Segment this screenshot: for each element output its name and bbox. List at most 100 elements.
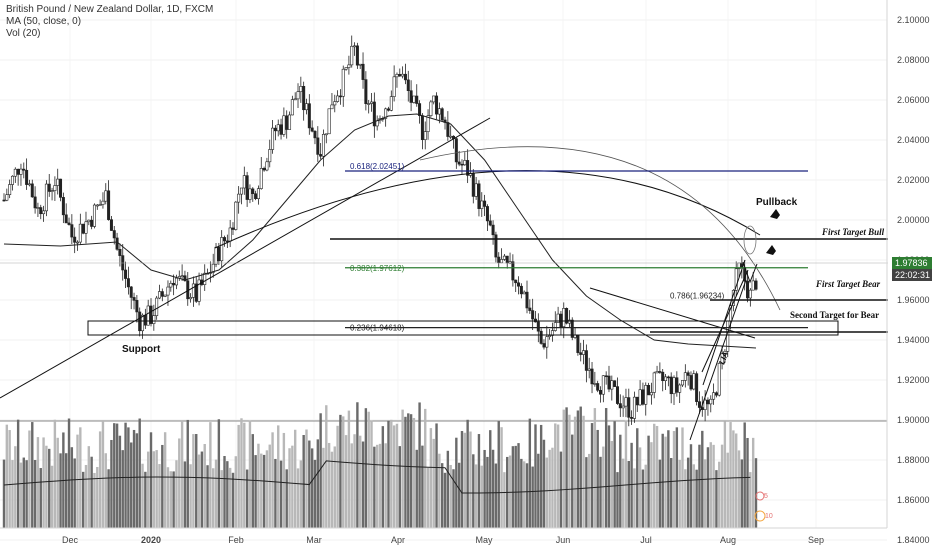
- candle-body: [604, 375, 608, 378]
- volume-bar: [251, 434, 254, 528]
- drawings: 0.618(2.02451) 0.382(1.97612) 0.236(1.9461…: [0, 117, 888, 522]
- candle-body: [384, 108, 388, 119]
- lia-label: LIA: [717, 350, 730, 365]
- volume-bar: [98, 431, 102, 528]
- pullback-arrow: [742, 261, 758, 284]
- volume-bar: [254, 455, 257, 528]
- volume-bar: [525, 463, 529, 528]
- candle-body: [661, 371, 665, 382]
- volume-bar: [706, 447, 710, 528]
- volume-bar: [121, 450, 124, 528]
- candle-body: [350, 45, 354, 66]
- volume-bar: [274, 458, 277, 528]
- candle-body: [180, 275, 184, 278]
- candle-body: [576, 334, 580, 353]
- candle-body: [22, 168, 26, 171]
- volume-bar: [692, 464, 696, 528]
- candle-body: [59, 178, 63, 198]
- volume-bar: [715, 470, 718, 528]
- volume-trendline: [689, 279, 747, 441]
- candle-body: [641, 389, 645, 405]
- candle-body: [686, 372, 690, 376]
- volume-bar: [398, 446, 401, 528]
- volume-bar: [390, 419, 393, 528]
- volume-bar: [455, 437, 458, 528]
- candle-body: [166, 286, 170, 296]
- volume-bar: [712, 444, 715, 528]
- candle-body: [16, 168, 20, 175]
- candle-body: [423, 131, 427, 140]
- fib-label-0618: 0.618(2.02451): [350, 162, 405, 171]
- fib-label-0382: 0.382(1.97612): [350, 264, 405, 273]
- candle-body: [290, 99, 294, 116]
- volume-bar: [508, 455, 512, 528]
- volume-bar: [79, 427, 82, 528]
- volume-bar: [378, 443, 382, 528]
- volume-bar: [401, 409, 404, 528]
- volume-bar: [19, 462, 23, 528]
- candle-body: [152, 315, 156, 324]
- candle-body: [435, 95, 439, 115]
- volume-bar: [751, 437, 755, 528]
- volume-bar: [302, 435, 305, 528]
- fib-label-0236: 0.236(1.94618): [350, 324, 405, 333]
- candle-body: [531, 310, 535, 320]
- candle-body: [613, 380, 617, 387]
- volume-bar: [316, 439, 320, 528]
- volume-bar: [118, 435, 122, 528]
- candle-body: [64, 214, 68, 224]
- candle-body: [392, 76, 396, 97]
- volume-bar: [732, 430, 735, 528]
- candle-body: [124, 269, 128, 279]
- candle-body: [454, 138, 458, 163]
- volume-bar: [217, 419, 221, 528]
- volume-bar: [542, 439, 546, 528]
- candle-body: [50, 190, 54, 192]
- volume-bar: [313, 459, 317, 528]
- volume-bar: [141, 463, 144, 528]
- candle-body: [118, 249, 122, 256]
- candle-body: [299, 86, 303, 93]
- chart-legend: British Pound / New Zealand Dollar, 1D, …: [6, 4, 213, 40]
- volume-bar: [539, 424, 543, 528]
- candle-body: [324, 133, 328, 136]
- candle-body: [30, 183, 34, 198]
- candle-body: [579, 352, 583, 355]
- candle-body: [565, 308, 569, 324]
- candle-body: [418, 103, 422, 116]
- candle-body: [426, 115, 430, 132]
- volume-bar: [175, 460, 178, 528]
- y-tick-label: 1.86000: [897, 495, 930, 505]
- candle-body: [254, 193, 258, 199]
- volume-bar: [234, 456, 238, 528]
- volume-bar: [214, 459, 218, 528]
- candle-body: [666, 376, 670, 379]
- candle-body: [149, 305, 153, 324]
- candle-body: [624, 397, 628, 407]
- volume-bar: [627, 461, 630, 528]
- volume-bar: [296, 468, 300, 528]
- candle-body: [104, 190, 108, 202]
- volume-bar: [579, 406, 582, 528]
- volume-bar: [285, 469, 288, 528]
- candle-body: [689, 375, 693, 390]
- volume-bar: [678, 459, 681, 528]
- volume-bar: [636, 428, 639, 528]
- candle-body: [231, 227, 235, 230]
- candle-body: [647, 385, 651, 396]
- candle-body: [449, 135, 453, 138]
- volume-bar: [373, 446, 376, 528]
- candle-body: [644, 385, 648, 405]
- candle-body: [539, 330, 543, 344]
- volume-bar: [528, 418, 532, 528]
- candle-body: [242, 175, 246, 189]
- candle-body: [599, 389, 603, 395]
- candle-body: [25, 169, 29, 185]
- volume-bar: [158, 464, 161, 528]
- candle-body: [217, 246, 221, 262]
- candle-body: [714, 392, 718, 396]
- candle-body: [511, 261, 515, 281]
- candle-body: [632, 396, 636, 419]
- volume-bar: [223, 456, 226, 528]
